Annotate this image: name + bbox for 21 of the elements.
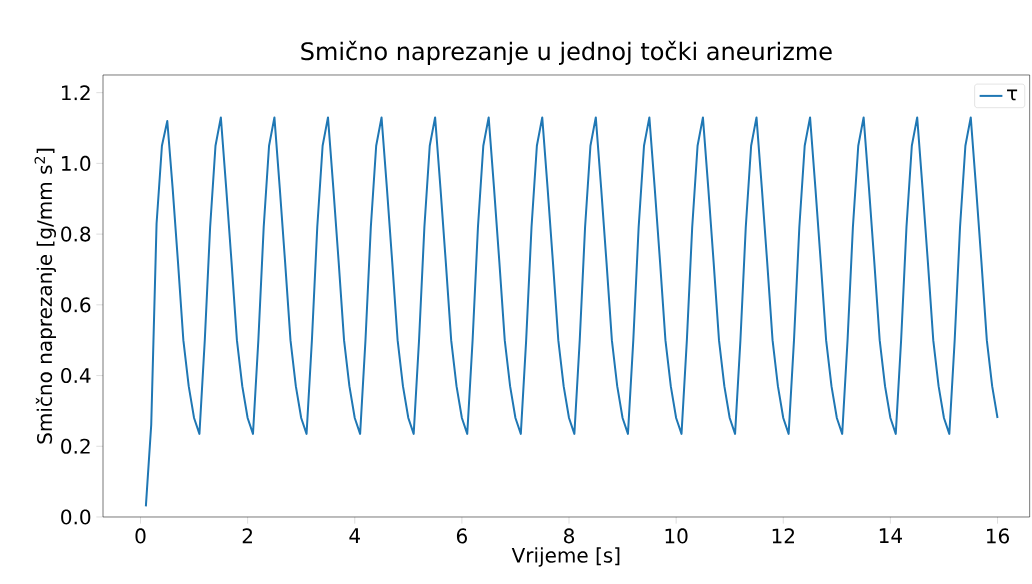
- line-series: [144, 116, 999, 508]
- legend-label: τ: [1007, 89, 1018, 101]
- y-tick-label: 0.2: [61, 438, 90, 454]
- y-tick-label: 0.4: [61, 367, 91, 384]
- chart-title: Smično naprezanje u jednoj točki aneurizme: [301, 40, 832, 65]
- x-tick-label: 14: [879, 528, 902, 543]
- y-tick-label: 1.0: [62, 155, 91, 171]
- y-axis-title: Smično naprezanje [g/mm s$^{2}$]: [34, 148, 56, 444]
- x-axis-title: Vrijeme [s]: [511, 547, 620, 567]
- x-tick-label: 2: [242, 528, 252, 544]
- x-tick-label: 10: [665, 528, 688, 544]
- y-tick-label: 1.2: [62, 85, 90, 101]
- x-tick-label: 0: [135, 528, 146, 544]
- x-tick-label: 12: [772, 528, 794, 544]
- y-tick-label: 0.8: [61, 226, 91, 242]
- x-tick-label: 16: [987, 528, 1009, 544]
- y-tick-label: 0.6: [61, 297, 91, 313]
- x-tick-label: 8: [564, 528, 575, 544]
- x-tick-label: 4: [349, 528, 360, 543]
- x-tick-label: 6: [456, 528, 467, 544]
- y-tick-label: 0.0: [61, 509, 91, 525]
